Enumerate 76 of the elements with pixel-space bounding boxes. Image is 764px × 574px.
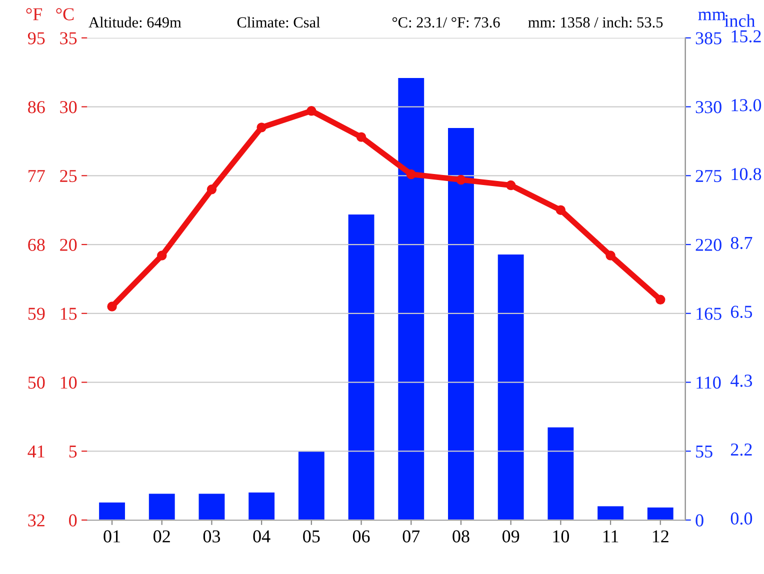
bar xyxy=(348,214,374,520)
y2-tick-label: 330 xyxy=(696,101,722,114)
y3-tick-label: 86 xyxy=(28,101,45,114)
y-tick-label: 30 xyxy=(60,101,77,114)
bar xyxy=(647,508,674,520)
text: Altitude: 649m xyxy=(88,16,182,28)
point xyxy=(406,169,416,180)
point xyxy=(306,106,316,116)
point xyxy=(157,250,167,260)
y3-tick-label: 68 xyxy=(28,238,45,251)
bar xyxy=(548,427,574,520)
text: 15.2 xyxy=(732,30,761,42)
y2-axis-title: mm xyxy=(698,12,726,20)
point xyxy=(556,205,566,215)
y-tick-label: 10 xyxy=(60,376,77,389)
bar xyxy=(298,451,324,520)
x-tick-label: 01 xyxy=(104,530,120,542)
y3-tick-label: 41 xyxy=(28,446,44,458)
y-tick-label: 35 xyxy=(60,32,77,44)
x-tick-label: 07 xyxy=(402,530,420,542)
bar xyxy=(598,506,624,520)
point xyxy=(356,132,366,142)
y2-tick-label: 110 xyxy=(696,376,721,389)
text: 10.8 xyxy=(732,168,762,180)
x-tick-label: 08 xyxy=(452,530,470,542)
y3-tick-label: 32 xyxy=(28,514,44,526)
x-tick-label: 10 xyxy=(553,530,570,542)
point xyxy=(256,122,266,132)
bar xyxy=(99,502,125,520)
text: 2.2 xyxy=(730,444,752,456)
text: inch xyxy=(724,14,756,27)
x-tick-label: 12 xyxy=(652,530,668,542)
bar xyxy=(498,254,524,520)
text: 0.0 xyxy=(730,512,752,525)
y-tick-label: 5 xyxy=(69,446,77,458)
point xyxy=(107,302,117,312)
bar xyxy=(448,128,474,520)
bar xyxy=(248,492,275,520)
point xyxy=(506,180,516,190)
y3-tick-label: 59 xyxy=(28,308,45,320)
y2-tick-label: 0 xyxy=(696,514,704,526)
y-tick-label: 25 xyxy=(60,170,77,182)
x-tick-label: 05 xyxy=(303,530,320,542)
y-tick-label: 15 xyxy=(60,308,77,320)
point xyxy=(456,174,466,185)
x-tick-label: 02 xyxy=(154,530,170,542)
bar xyxy=(148,494,175,520)
text: Climate: Csal xyxy=(237,16,320,28)
x-tick-label: 06 xyxy=(352,530,370,542)
text: 8.7 xyxy=(730,236,752,250)
x-tick-label: 09 xyxy=(502,530,520,542)
y3-axis-title: °F xyxy=(26,8,42,20)
y2-tick-label: 55 xyxy=(696,446,712,458)
y3-tick-label: 50 xyxy=(28,376,45,389)
text: 6.5 xyxy=(730,306,752,318)
text: 13.0 xyxy=(732,99,762,112)
y2-tick-label: 385 xyxy=(696,32,722,44)
x-tick-label: 04 xyxy=(253,530,270,542)
x-tick-label: 03 xyxy=(203,530,220,542)
y3-tick-label: 95 xyxy=(28,32,45,44)
y3-tick-label: 77 xyxy=(28,170,45,182)
text: 4.3 xyxy=(730,374,752,387)
point xyxy=(606,250,616,260)
y2-tick-label: 220 xyxy=(696,238,722,251)
bar xyxy=(398,78,424,520)
text: mm: 1358 / inch: 53.5 xyxy=(528,16,663,28)
y2-tick-label: 275 xyxy=(696,170,722,182)
text: °C: 23.1/ °F: 73.6 xyxy=(392,17,500,28)
y-tick-label: 0 xyxy=(69,514,77,526)
bar xyxy=(198,494,225,520)
y-tick-label: 20 xyxy=(60,238,77,251)
y-axis-title: °C xyxy=(56,8,74,20)
x-tick-label: 11 xyxy=(603,530,618,542)
point xyxy=(656,294,666,304)
y2-tick-label: 165 xyxy=(696,308,722,320)
point xyxy=(206,184,217,194)
